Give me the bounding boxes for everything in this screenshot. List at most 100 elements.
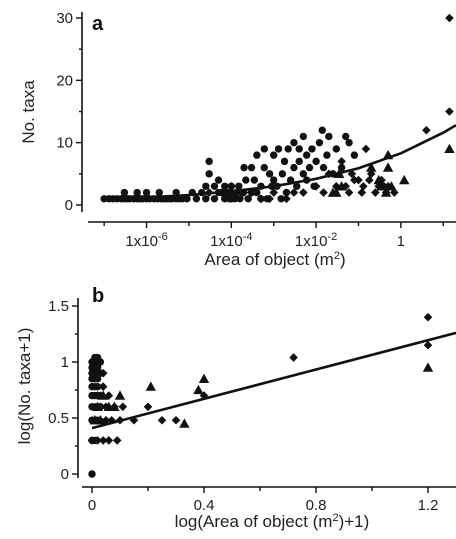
panel-a-point-circle <box>273 182 281 190</box>
panel-a-point-circle <box>299 132 308 141</box>
panel-b-x-tick-label: 0.8 <box>306 497 327 514</box>
panel-a-point-circle <box>308 145 316 153</box>
panel-a-point-diamond <box>239 188 249 197</box>
panel-a-point-triangle <box>399 174 410 185</box>
panel-a-point-circle <box>120 188 129 197</box>
panel-a-point-circle <box>312 157 320 166</box>
panel-b-y-tick-label: 0 <box>61 466 69 483</box>
panel-a-point-diamond <box>256 194 266 204</box>
panel-a-point-circle <box>274 145 283 153</box>
panel-b-point-diamond <box>199 391 209 400</box>
panel-a-point-circle <box>295 145 303 153</box>
panel-a-point-circle <box>236 195 244 203</box>
panel-a: a No. taxa Area of object (m2) 0 10 20 30 1x… <box>19 10 456 269</box>
panel-a-point-diamond <box>364 175 374 185</box>
panel-b-xlabel-sup: 2 <box>332 512 338 524</box>
panel-a-point-diamond <box>217 188 227 197</box>
panel-a-point-diamond <box>227 182 236 191</box>
panel-b-point-triangle <box>179 418 190 428</box>
panel-a-point-diamond <box>359 182 368 191</box>
panel-a-point-triangle <box>376 181 387 191</box>
panel-a-point-circle <box>345 138 353 147</box>
panel-b: b log(No. taxa+1) log(Area of object (m2… <box>15 285 456 531</box>
panel-a-point-triangle <box>336 181 347 191</box>
panel-a-point-diamond <box>247 188 256 197</box>
panel-a-point-circle <box>293 182 301 190</box>
panel-b-x-tick-label: 0 <box>88 497 96 514</box>
panel-a-point-circle <box>290 138 298 147</box>
panel-a-point-circle <box>302 151 311 159</box>
panel-b-point-triangle <box>95 415 106 425</box>
panel-a-point-diamond <box>324 169 334 179</box>
panel-a-point-circle <box>350 151 359 159</box>
panel-a-point-circle <box>183 195 191 203</box>
panel-a-x-tick-label: 1x10-6 <box>125 231 167 250</box>
panel-a-point-triangle <box>444 143 455 154</box>
panel-a-point-diamond <box>357 188 367 197</box>
panel-b-point-triangle <box>109 401 120 411</box>
panel-a-point-circle <box>155 188 164 197</box>
panel-a-point-circle <box>286 176 295 184</box>
panel-a-point-diamond <box>389 188 399 197</box>
panel-a-point-circle <box>230 195 239 203</box>
panel-a-point-circle <box>270 151 278 159</box>
panel-a-point-circle <box>205 157 213 166</box>
panel-a-xlabel: Area of object (m2) <box>204 250 345 269</box>
panel-a-point-circle <box>188 188 196 197</box>
panel-a-point-diamond <box>289 188 299 197</box>
panel-a-point-circle <box>133 188 141 197</box>
panel-b-fit-line <box>91 331 456 430</box>
panel-a-point-circle <box>277 195 285 203</box>
panel-b-point-diamond <box>129 415 139 425</box>
panel-a-point-circle <box>240 163 248 172</box>
panel-b-y-tick-label: 0.5 <box>48 410 69 427</box>
panel-a-point-circle <box>205 170 213 178</box>
panel-a-xlabel-end: ) <box>340 250 346 269</box>
panel-b-point-diamond <box>423 340 433 350</box>
panel-a-point-circle <box>235 182 243 190</box>
panel-b-letter: b <box>92 285 104 307</box>
panel-a-point-circle <box>221 182 229 190</box>
panel-b-ylabel: log(No. taxa+1) <box>15 328 34 445</box>
panel-a-y-tick-label: 0 <box>65 197 73 214</box>
panel-a-point-diamond <box>265 194 274 204</box>
panel-a-point-circle <box>172 188 180 197</box>
panel-b-point-diamond <box>423 312 433 322</box>
panel-a-point-diamond <box>311 182 321 191</box>
panel-b-point-circle <box>88 470 96 478</box>
panel-a-point-circle <box>250 176 259 184</box>
panel-a-point-triangle <box>382 162 394 172</box>
panel-a-point-circle <box>315 138 324 147</box>
panel-a-point-circle <box>325 132 333 141</box>
panel-a-x-tick-label: 1 <box>397 233 405 250</box>
panel-a-point-diamond <box>337 157 346 166</box>
panel-b-x-tick-label: 1.2 <box>418 497 439 514</box>
panel-a-point-circle <box>319 163 328 172</box>
panel-a-point-circle <box>332 145 341 153</box>
panel-a-point-circle <box>268 182 276 190</box>
panel-a-point-circle <box>305 163 314 172</box>
panel-a-point-triangle <box>380 187 392 197</box>
panel-a-point-diamond <box>269 188 279 197</box>
panel-b-point-diamond <box>115 415 125 425</box>
panel-b-point-diamond <box>289 353 298 362</box>
panel-a-xlabel-sup: 2 <box>334 250 340 262</box>
panel-a-point-circle <box>290 163 298 172</box>
panel-a-xlabel-main: Area of object (m <box>204 250 333 269</box>
panel-b-point-diamond <box>101 415 111 425</box>
panel-a-point-circle <box>192 195 201 203</box>
panel-b-point-diamond <box>98 368 108 378</box>
panel-b-point-diamond <box>98 436 108 445</box>
panel-a-point-circle <box>202 182 210 190</box>
panel-a-point-circle <box>214 176 223 184</box>
panel-a-x-tick-label: 1x10-2 <box>295 231 337 250</box>
panel-a-y-tick-label: 20 <box>56 72 73 89</box>
panel-a-point-circle <box>280 157 289 166</box>
panel-a-point-diamond <box>383 182 393 191</box>
panel-b-point-diamond <box>118 402 128 412</box>
panel-b-point-triangle <box>98 390 109 400</box>
panel-b-point-diamond <box>87 436 97 445</box>
panel-a-point-circle <box>197 188 206 197</box>
panel-b-point-diamond <box>157 415 167 425</box>
panel-b-point-circle <box>93 382 102 391</box>
